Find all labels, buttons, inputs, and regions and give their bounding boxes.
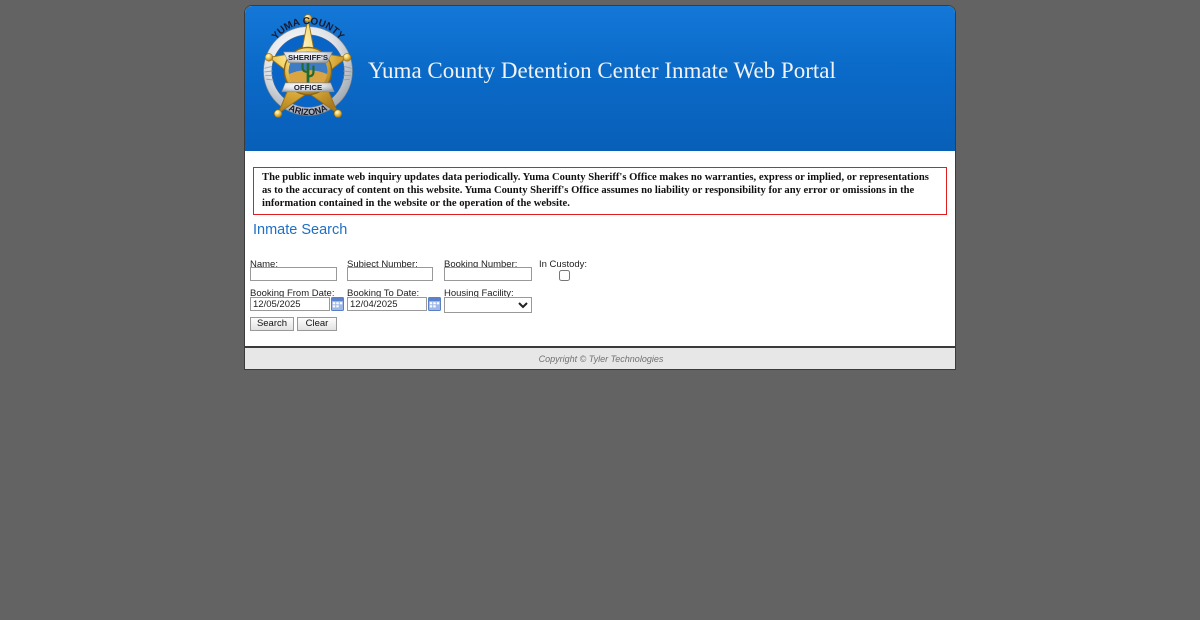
svg-text:OFFICE: OFFICE xyxy=(294,83,322,92)
svg-text:SHERIFF'S: SHERIFF'S xyxy=(288,53,328,62)
